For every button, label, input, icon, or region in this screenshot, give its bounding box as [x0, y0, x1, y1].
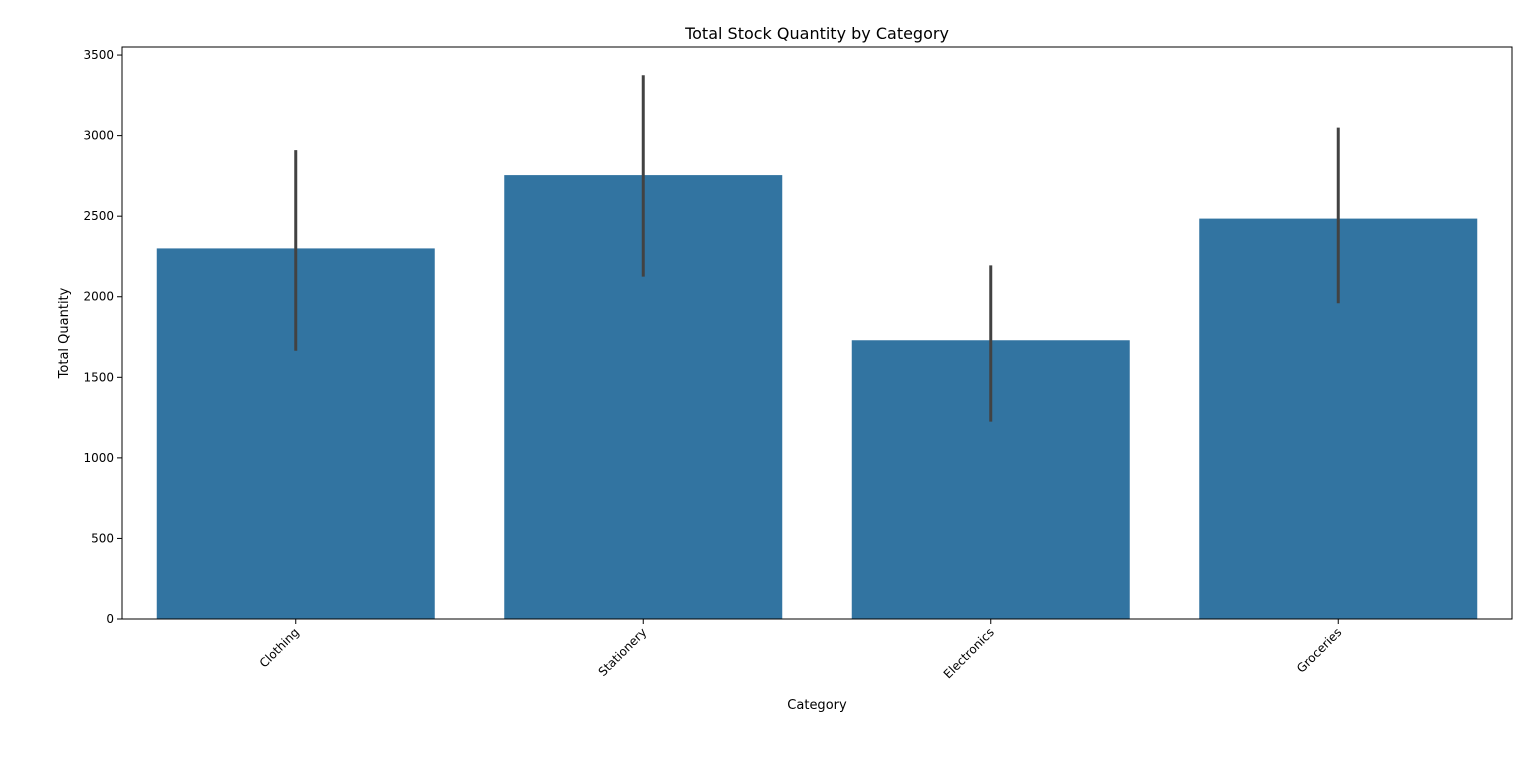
- x-axis-label: Category: [787, 698, 847, 713]
- y-tick-label: 3000: [83, 129, 114, 143]
- x-tick-label-groceries: Groceries: [1294, 625, 1344, 675]
- y-tick-label: 1000: [83, 451, 114, 465]
- y-axis-label: Total Quantity: [57, 287, 72, 379]
- x-tick-label-stationery: Stationery: [596, 625, 650, 679]
- y-tick-label: 1500: [83, 370, 114, 384]
- x-tick-label-electronics: Electronics: [941, 625, 997, 681]
- y-tick-label: 500: [91, 531, 114, 545]
- y-tick-label: 2500: [83, 209, 114, 223]
- x-tick-label-clothing: Clothing: [257, 625, 302, 670]
- plot-area: [156, 75, 1478, 620]
- x-axis: Clothing Stationery Electronics Groceries: [257, 619, 1344, 681]
- y-axis: 0 500 1000 1500 2000 2500 3000 3500: [83, 48, 122, 626]
- y-tick-label: 3500: [83, 48, 114, 62]
- chart-title: Total Stock Quantity by Category: [684, 24, 949, 43]
- y-tick-label: 2000: [83, 290, 114, 304]
- y-tick-label: 0: [106, 612, 114, 626]
- plot-frame: [121, 46, 1513, 620]
